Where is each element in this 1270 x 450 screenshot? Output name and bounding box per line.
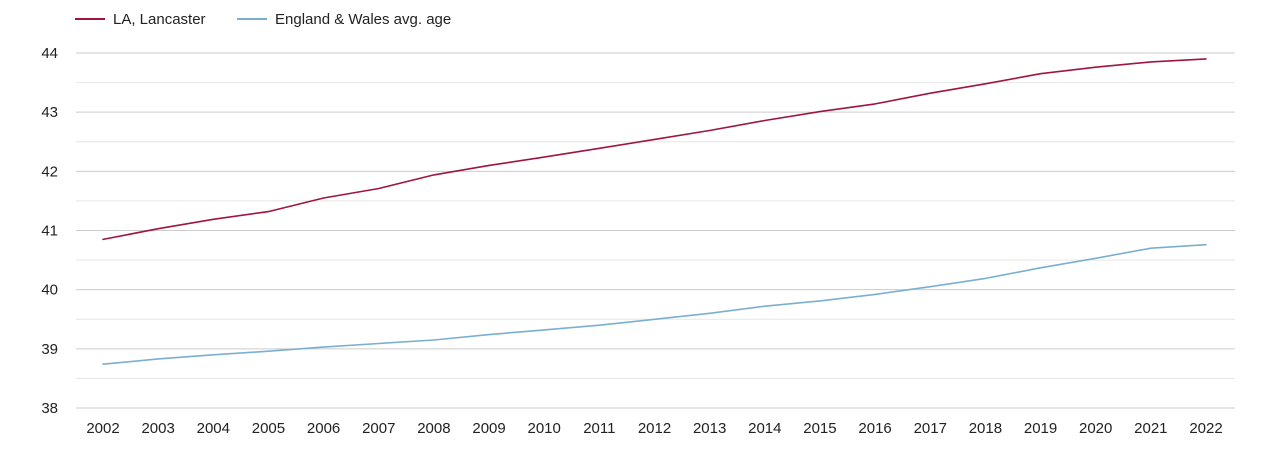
x-tick-label: 2010	[528, 420, 561, 437]
x-tick-label: 2022	[1189, 420, 1222, 437]
x-tick-label: 2011	[583, 420, 615, 437]
series-line	[102, 243, 1207, 366]
x-tick-label: 2006	[307, 420, 340, 437]
x-tick-label: 2002	[86, 420, 119, 437]
y-tick-label: 43	[41, 104, 58, 121]
x-tick-label: 2009	[472, 420, 505, 437]
gridlines	[76, 52, 1235, 409]
legend: LA, Lancaster England & Wales avg. age	[75, 11, 451, 28]
y-tick-label: 41	[41, 223, 58, 240]
x-tick-label: 2012	[638, 420, 671, 437]
x-tick-label: 2020	[1079, 420, 1112, 437]
y-tick-label: 40	[41, 282, 58, 299]
y-axis: 38 39 40 41 42 43 44	[41, 45, 58, 417]
y-tick-label: 39	[41, 341, 58, 358]
x-tick-label: 2003	[141, 420, 174, 437]
series-line	[102, 58, 1207, 241]
series-lines	[102, 58, 1207, 366]
x-tick-label: 2005	[252, 420, 285, 437]
x-tick-label: 2004	[197, 420, 230, 437]
x-tick-label: 2013	[693, 420, 726, 437]
x-tick-label: 2019	[1024, 420, 1057, 437]
x-tick-label: 2017	[914, 420, 947, 437]
y-tick-label: 38	[41, 400, 58, 417]
x-tick-label: 2021	[1134, 420, 1167, 437]
x-tick-label: 2007	[362, 420, 395, 437]
y-tick-label: 44	[41, 45, 58, 62]
x-axis: 2002 2003 2004 2005 2006 2007 2008 2009 2010 2011…	[86, 420, 1222, 437]
x-tick-label: 2016	[858, 420, 891, 437]
x-tick-label: 2008	[417, 420, 450, 437]
x-tick-label: 2014	[748, 420, 781, 437]
legend-label: England & Wales avg. age	[275, 11, 451, 28]
legend-label: LA, Lancaster	[113, 11, 206, 28]
y-tick-label: 42	[41, 163, 58, 180]
x-tick-label: 2018	[969, 420, 1002, 437]
x-tick-label: 2015	[803, 420, 836, 437]
